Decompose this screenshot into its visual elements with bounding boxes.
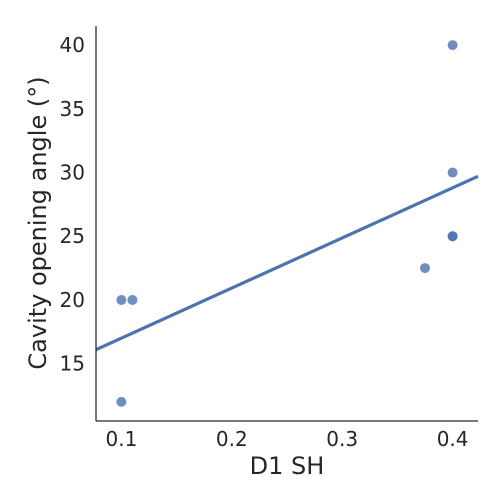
data-point: [447, 231, 458, 242]
y-tick-label: 30: [60, 161, 85, 185]
data-point: [116, 396, 127, 407]
data-point: [116, 294, 127, 305]
y-tick-label: 25: [60, 224, 85, 248]
x-tick-label: 0.3: [326, 427, 358, 451]
y-axis-ticks: 15 20 25 30 35 40: [60, 33, 85, 376]
regression-line: [95, 174, 479, 352]
y-axis-label: Cavity opening angle (°): [24, 76, 52, 369]
data-point: [447, 167, 458, 178]
x-tick-label: 0.1: [105, 427, 137, 451]
x-axis-ticks: 0.1 0.2 0.3 0.4: [105, 427, 468, 451]
y-tick-label: 35: [60, 97, 85, 121]
data-point: [420, 263, 431, 274]
x-tick-label: 0.2: [216, 427, 248, 451]
y-tick-label: 20: [60, 288, 85, 312]
data-point: [127, 294, 138, 305]
y-tick-label: 40: [60, 33, 85, 57]
x-axis-label: D1 SH: [250, 452, 325, 480]
plot-area: [95, 40, 479, 407]
y-tick-label: 15: [60, 352, 85, 376]
x-tick-label: 0.4: [437, 427, 469, 451]
data-point: [447, 40, 458, 51]
